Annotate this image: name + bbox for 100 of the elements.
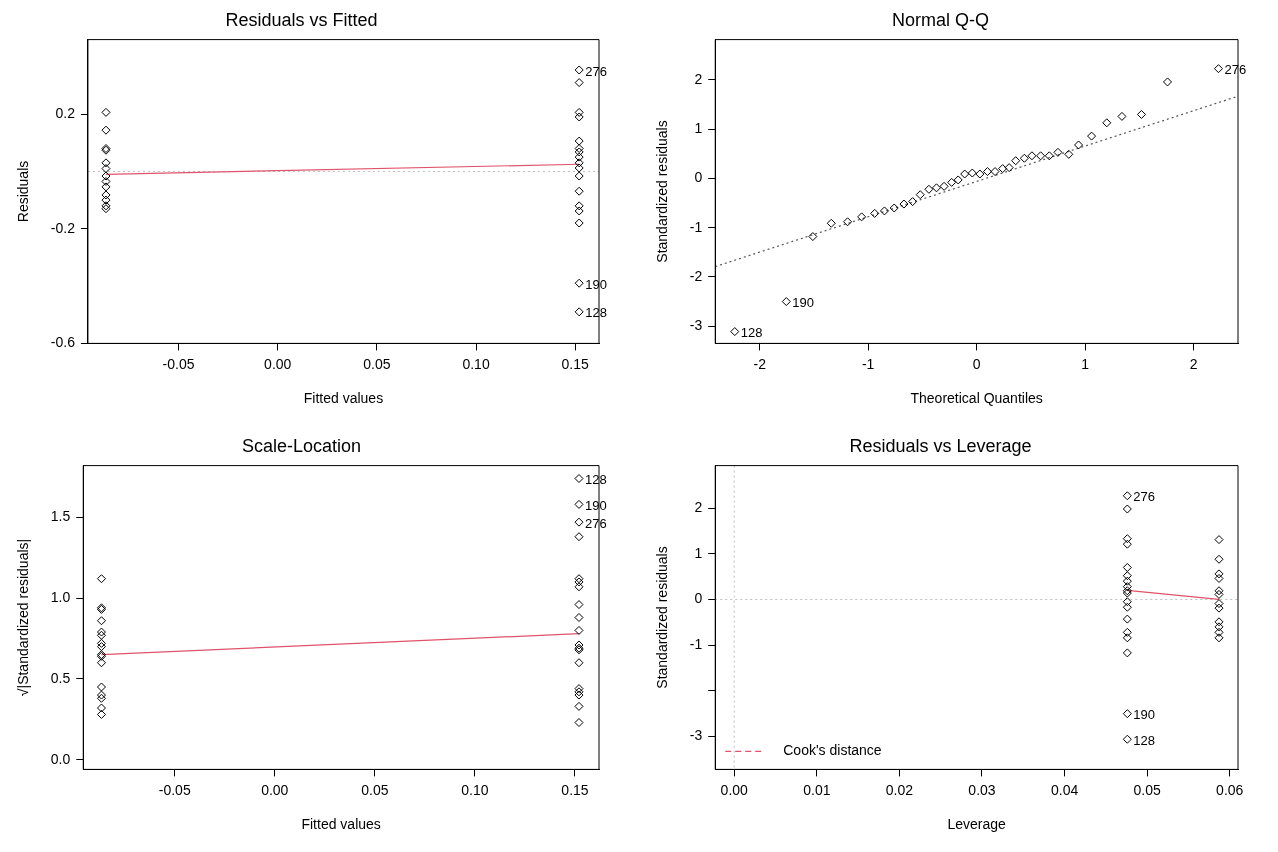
point <box>1122 734 1132 744</box>
y-axis-title: Standardized residuals <box>654 120 671 263</box>
point <box>1044 151 1054 161</box>
point <box>1102 118 1112 128</box>
point <box>899 199 909 209</box>
annotation: 276 <box>584 515 607 531</box>
x-axis-title: Theoretical Quantiles <box>910 390 1043 407</box>
point <box>947 177 957 187</box>
x-tick-label: 0.01 <box>803 781 831 798</box>
point <box>1004 163 1014 173</box>
annotation: 276 <box>1224 62 1247 78</box>
x-tick-label: -2 <box>753 355 767 372</box>
point <box>1011 156 1021 166</box>
point <box>1214 554 1224 564</box>
annotation: 190 <box>584 497 607 513</box>
point <box>924 184 934 194</box>
point <box>96 682 106 692</box>
point <box>101 176 111 186</box>
point <box>1214 622 1224 632</box>
point <box>1214 617 1224 627</box>
point <box>1074 140 1084 150</box>
y-tick-label: 2 <box>694 498 703 515</box>
point <box>1053 147 1063 157</box>
point <box>939 181 949 191</box>
point <box>574 600 584 610</box>
y-axis-title: √|Standardized residuals| <box>15 538 32 697</box>
x-tick-label: 0.05 <box>1133 781 1161 798</box>
x-tick-label: 0.10 <box>461 781 489 798</box>
y-axis-title: Standardized residuals <box>654 546 671 689</box>
point <box>574 613 584 622</box>
annotation: 128 <box>584 472 607 488</box>
x-tick-label: -0.05 <box>158 781 191 798</box>
x-tick-label: 0.05 <box>363 355 391 372</box>
legend-label: Cook's distance <box>783 742 882 759</box>
point <box>1019 153 1029 163</box>
x-axis-title: Fitted values <box>303 390 384 407</box>
x-tick-label: 0.04 <box>1050 781 1079 798</box>
point <box>1064 149 1074 159</box>
point <box>574 186 584 196</box>
point <box>857 212 867 222</box>
y-tick-label: -3 <box>689 727 703 744</box>
point <box>1122 562 1132 572</box>
point <box>1122 709 1132 719</box>
point <box>96 574 106 584</box>
point <box>574 206 584 216</box>
y-tick-label: -0.6 <box>50 334 76 351</box>
point <box>982 167 992 177</box>
point <box>1122 627 1132 637</box>
point <box>574 136 584 146</box>
x-tick-label: 0.15 <box>561 355 590 372</box>
point <box>574 718 584 728</box>
point <box>932 183 941 193</box>
point <box>1036 151 1046 161</box>
point <box>574 201 584 211</box>
point <box>574 278 584 288</box>
annotation: 128 <box>740 325 763 341</box>
point <box>908 197 918 207</box>
point <box>101 190 111 200</box>
point <box>1214 603 1224 613</box>
point <box>574 218 584 228</box>
point <box>96 616 106 626</box>
x-axis-title: Fitted values <box>301 816 381 833</box>
point <box>1122 534 1132 544</box>
point <box>826 218 836 228</box>
point <box>96 658 106 668</box>
point <box>915 190 925 200</box>
point <box>808 232 818 242</box>
annotation: 276 <box>1133 489 1156 505</box>
point <box>96 703 106 713</box>
y-tick-label: -1 <box>689 218 703 235</box>
x-tick-label: 0.03 <box>968 781 996 798</box>
point <box>781 297 791 307</box>
point <box>1163 77 1172 87</box>
point <box>101 107 111 117</box>
y-tick-label: 1.0 <box>50 588 71 605</box>
point <box>870 208 880 218</box>
point <box>843 217 853 227</box>
point <box>574 499 584 509</box>
point <box>574 107 584 117</box>
point <box>1122 504 1132 514</box>
point <box>960 169 970 179</box>
x-tick-label: 0 <box>972 355 981 372</box>
x-tick-label: 0.10 <box>462 355 490 372</box>
chart-title: Residuals vs Fitted <box>225 9 378 30</box>
point <box>574 152 584 162</box>
x-tick-label: 0.00 <box>261 781 289 798</box>
point <box>1122 648 1132 658</box>
point <box>574 658 584 668</box>
point <box>1122 602 1132 612</box>
y-tick-label: 0.0 <box>50 750 71 767</box>
y-tick-label: 1 <box>694 120 703 137</box>
point <box>574 307 584 317</box>
point <box>574 474 584 484</box>
point <box>101 125 111 135</box>
x-tick-label: 0.05 <box>361 781 389 798</box>
chart-title: Residuals vs Leverage <box>849 435 1032 456</box>
point <box>1122 633 1132 643</box>
point <box>574 78 584 88</box>
point <box>1214 599 1224 609</box>
point <box>1213 64 1223 74</box>
